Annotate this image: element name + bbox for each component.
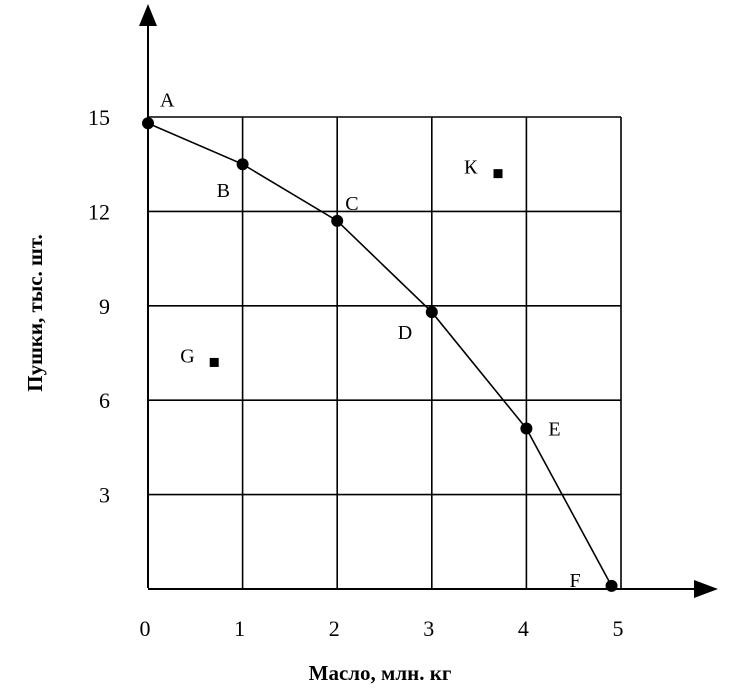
curve-point-B — [236, 158, 249, 171]
x-tick-label: 3 — [423, 616, 434, 641]
points: A B C D E F К G — [142, 89, 618, 592]
point-label-C: C — [345, 193, 358, 215]
axes — [139, 4, 718, 598]
y-tick-label: 6 — [99, 388, 110, 413]
point-label-F: F — [570, 570, 581, 592]
y-tick-label: 3 — [99, 483, 110, 508]
point-label-E: E — [548, 419, 560, 441]
grid — [148, 116, 622, 589]
x-tick-label: 4 — [518, 616, 529, 641]
curve-point-D — [425, 306, 438, 319]
ppf-curve — [147, 122, 613, 587]
y-tick-label: 15 — [88, 105, 110, 130]
point-label-К: К — [464, 157, 478, 179]
x-axis-arrow — [694, 580, 718, 598]
curve-point-C — [331, 214, 344, 227]
y-axis-arrow — [139, 4, 157, 26]
y-axis-label: Пушки, тыс. шт. — [23, 234, 47, 392]
point-label-A: A — [160, 89, 175, 111]
point-label-G: G — [180, 345, 194, 367]
extra-point-G — [209, 357, 219, 367]
x-tick-label: 0 — [140, 616, 151, 641]
point-label-D: D — [398, 322, 412, 344]
x-tick-label: 5 — [613, 616, 624, 641]
curve-point-A — [142, 117, 154, 130]
curve-point-E — [520, 422, 533, 435]
point-label-B: B — [217, 180, 230, 202]
y-tick-label: 12 — [88, 199, 110, 224]
x-tick-label: 2 — [329, 616, 340, 641]
x-axis-label: Масло, млн. кг — [309, 661, 452, 685]
extra-point-К — [493, 169, 503, 179]
y-tick-label: 9 — [99, 294, 110, 319]
x-tick-label: 1 — [234, 616, 245, 641]
curve-point-F — [605, 579, 618, 592]
